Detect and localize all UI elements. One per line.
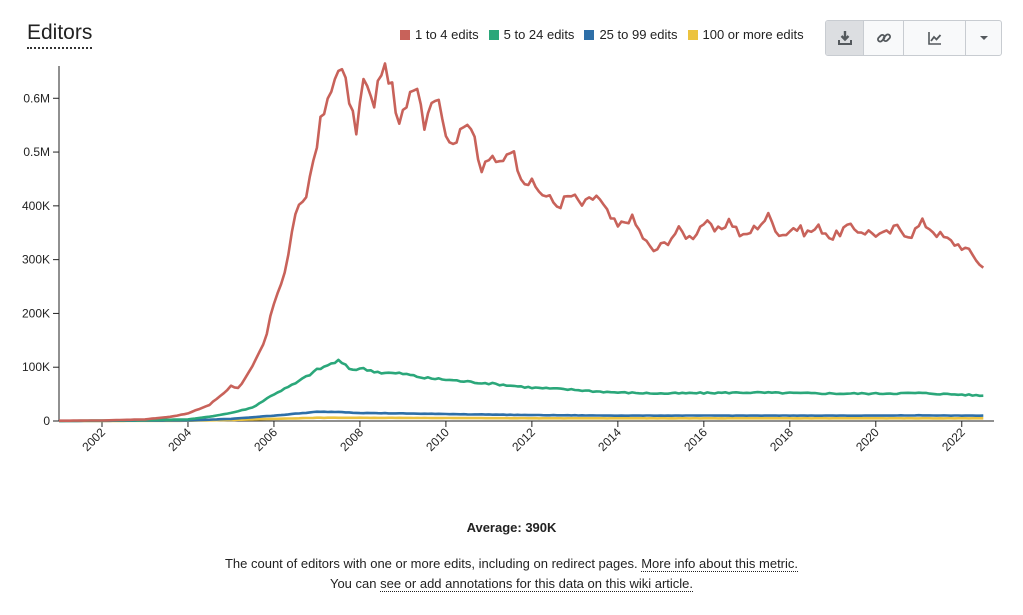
- chart-description: The count of editors with one or more ed…: [0, 554, 1023, 594]
- x-tick-label: 2008: [337, 425, 366, 454]
- y-tick-label: 0: [43, 414, 50, 428]
- chart-title: Editors: [27, 20, 93, 49]
- y-tick-label: 0.6M: [23, 91, 50, 105]
- x-tick-label: 2016: [681, 425, 710, 454]
- legend-label: 25 to 99 edits: [599, 27, 678, 42]
- more-info-link[interactable]: More info about this metric.: [641, 556, 799, 572]
- legend-swatch: [584, 29, 595, 40]
- chart-legend: 1 to 4 edits 5 to 24 edits 25 to 99 edit…: [400, 27, 804, 42]
- x-tick-label: 2002: [79, 425, 108, 454]
- series-layer: [59, 62, 985, 423]
- x-tick-label: 2018: [767, 425, 796, 454]
- series-line-0[interactable]: [59, 62, 985, 422]
- chevron-down-icon: [979, 36, 988, 40]
- chart-type-button[interactable]: [904, 21, 966, 55]
- series-line-1[interactable]: [59, 358, 984, 423]
- download-button[interactable]: [826, 21, 864, 55]
- legend-item-25-to-99[interactable]: 25 to 99 edits: [584, 27, 678, 42]
- y-tick-label: 200K: [22, 306, 50, 320]
- legend-label: 100 or more edits: [702, 27, 804, 42]
- x-tick-label: 2014: [595, 425, 624, 454]
- description-text: The count of editors with one or more ed…: [224, 556, 638, 571]
- y-axis: 0 100K 200K 300K 400K 0.5M 0.6M: [22, 66, 60, 428]
- x-tick-label: 2010: [423, 425, 452, 454]
- average-value: Average: 390K: [466, 520, 557, 535]
- x-tick-label: 2020: [853, 425, 882, 454]
- y-tick-label: 300K: [22, 253, 50, 267]
- series-line-2[interactable]: [59, 410, 984, 423]
- copy-link-button[interactable]: [864, 21, 904, 55]
- legend-item-1-to-4[interactable]: 1 to 4 edits: [400, 27, 479, 42]
- x-tick-label: 2006: [251, 425, 280, 454]
- more-options-button[interactable]: [966, 21, 1001, 55]
- annotation-prefix: You can: [329, 576, 377, 591]
- legend-item-5-to-24[interactable]: 5 to 24 edits: [488, 27, 575, 42]
- x-axis: 2002 2004 2006 2008 2010 2012 2014 2016 2018 2020…: [59, 420, 994, 454]
- legend-label: 1 to 4 edits: [415, 27, 479, 42]
- x-tick-label: 2004: [165, 425, 194, 454]
- legend-swatch: [400, 29, 410, 40]
- chart-toolbar: [825, 20, 1002, 56]
- legend-label: 5 to 24 edits: [503, 27, 575, 42]
- chart-type-icon: [927, 32, 941, 45]
- x-tick-label: 2012: [509, 425, 538, 454]
- y-tick-label: 100K: [22, 360, 50, 374]
- download-icon: [837, 31, 852, 45]
- annotations-link[interactable]: see or add annotations for this data on …: [380, 576, 694, 592]
- y-tick-label: 400K: [22, 199, 50, 213]
- legend-item-100-plus[interactable]: 100 or more edits: [687, 27, 804, 42]
- x-tick-label: 2022: [939, 425, 968, 454]
- y-tick-label: 0.5M: [23, 145, 50, 159]
- legend-swatch: [488, 29, 499, 40]
- link-icon: [876, 33, 891, 43]
- legend-swatch: [687, 29, 698, 40]
